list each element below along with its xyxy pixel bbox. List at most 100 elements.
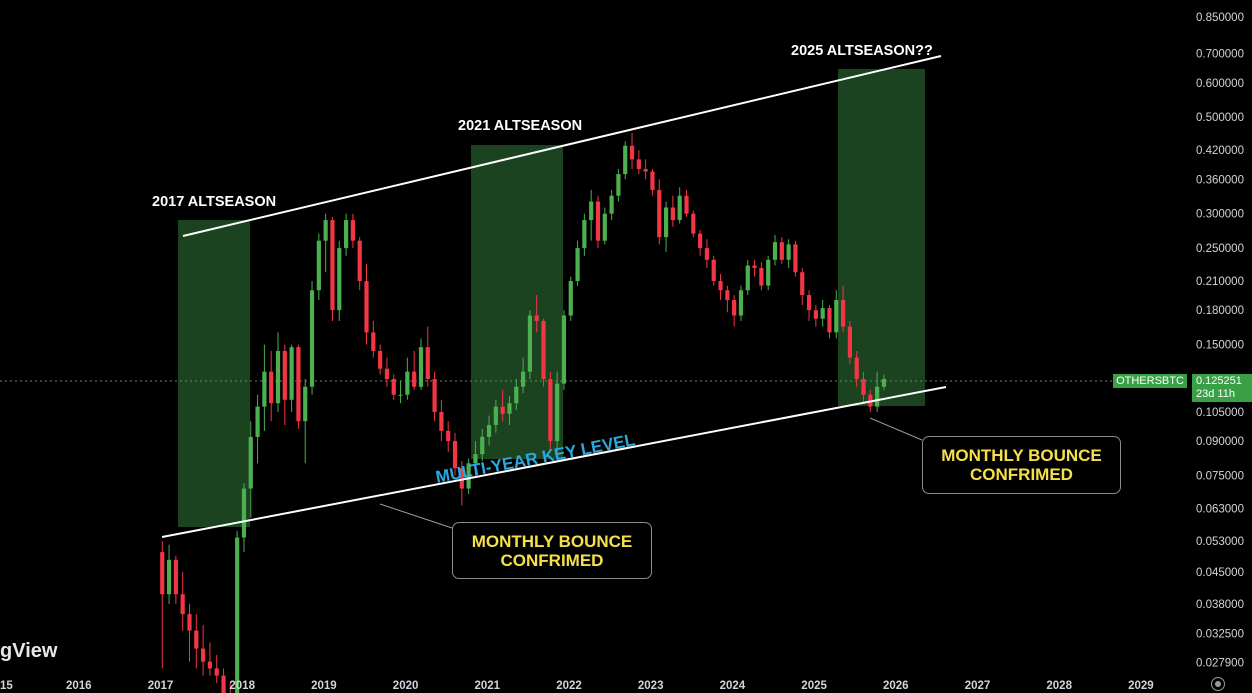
candle-down	[350, 220, 355, 241]
candle-up	[337, 248, 342, 311]
x-tick-label: 2020	[393, 680, 419, 692]
y-tick-label: 0.105000	[1196, 407, 1244, 419]
candle-down	[425, 347, 430, 380]
candle-up	[881, 379, 887, 387]
candle-up	[575, 248, 580, 282]
x-tick-label: 2017	[148, 680, 174, 692]
channel-upper-line	[182, 55, 942, 237]
candle-down	[595, 201, 601, 241]
candle-up	[663, 207, 669, 238]
candle-up	[527, 315, 533, 372]
candle-down	[643, 169, 648, 172]
candle-down	[670, 207, 675, 221]
altseason-zone-2017	[178, 220, 250, 527]
candle-down	[391, 379, 396, 395]
candle-down	[725, 290, 730, 300]
x-tick-label: 15	[0, 680, 13, 692]
candle-down	[806, 295, 812, 311]
y-tick-label: 0.420000	[1196, 145, 1244, 157]
callout-pointer-1	[379, 503, 453, 529]
candle-up	[398, 394, 403, 396]
bounce-callout-2019: MONTHLY BOUNCE CONFRIMED	[452, 522, 652, 579]
bounce-callout-2019-line2: CONFRIMED	[500, 551, 604, 570]
y-tick-label: 0.180000	[1196, 305, 1244, 317]
candle-down	[650, 171, 655, 191]
candle-down	[439, 411, 444, 431]
altseason-2017-label: 2017 ALTSEASON	[152, 194, 276, 210]
candle-down	[201, 648, 206, 662]
candle-up	[303, 386, 308, 422]
candle-down	[657, 190, 662, 238]
candle-down	[384, 368, 390, 380]
y-tick-label: 0.300000	[1196, 209, 1244, 221]
candle-up	[507, 403, 512, 414]
candle-up	[248, 436, 253, 489]
candle-down	[432, 379, 437, 412]
candle-down	[793, 244, 798, 273]
candle-up	[235, 537, 240, 693]
candle-up	[466, 463, 471, 489]
bounce-callout-2019-line1: MONTHLY BOUNCE	[471, 532, 633, 551]
y-tick-label: 0.360000	[1196, 174, 1244, 186]
candle-up	[766, 259, 771, 286]
candle-down	[779, 242, 784, 260]
settings-icon[interactable]	[1211, 677, 1225, 691]
candle-up	[582, 220, 587, 249]
candle-down	[847, 326, 852, 358]
candle-down	[160, 552, 165, 595]
candle-down	[698, 233, 703, 249]
candle-down	[173, 559, 178, 595]
candle-up	[738, 290, 744, 316]
candle-down	[282, 351, 287, 400]
candle-down	[827, 308, 832, 333]
y-tick-label: 0.053000	[1196, 536, 1244, 548]
candle-up	[786, 244, 791, 260]
candle-down	[500, 406, 505, 414]
y-tick-label: 0.600000	[1196, 78, 1244, 90]
candle-up	[241, 488, 247, 538]
y-tick-label: 0.027900	[1196, 657, 1244, 669]
candle-up	[486, 424, 492, 437]
x-tick-label: 2019	[311, 680, 337, 692]
y-tick-label: 0.210000	[1196, 276, 1244, 288]
x-tick-label: 2022	[556, 680, 582, 692]
last-price-value: 0.125251	[1196, 375, 1242, 387]
x-tick-label: 2016	[66, 680, 92, 692]
candle-down	[207, 661, 213, 669]
candle-up	[166, 559, 172, 595]
x-tick-label: 2028	[1046, 680, 1072, 692]
candle-up	[289, 347, 294, 400]
y-tick-label: 0.700000	[1196, 49, 1244, 61]
candle-down	[296, 347, 301, 422]
candle-up	[772, 242, 778, 260]
candle-down	[629, 145, 635, 160]
candle-down	[800, 272, 805, 296]
candle-down	[371, 332, 376, 352]
candle-up	[555, 383, 560, 442]
candle-up	[343, 220, 349, 249]
candle-down	[412, 371, 417, 387]
candle-down	[180, 594, 185, 615]
bounce-callout-2025: MONTHLY BOUNCE CONFRIMED	[922, 436, 1121, 494]
candle-down	[214, 668, 219, 676]
candle-up	[255, 406, 260, 437]
candle-up	[875, 386, 880, 407]
candle-down	[446, 430, 451, 442]
candle-up	[316, 240, 321, 291]
candle-up	[480, 436, 485, 455]
x-tick-label: 2025	[801, 680, 827, 692]
channel-lower-line	[161, 386, 947, 538]
candle-up	[262, 371, 267, 407]
candle-down	[221, 675, 226, 693]
x-tick-label: 2018	[229, 680, 255, 692]
symbol-tag: OTHERSBTC	[1113, 374, 1187, 388]
x-tick-label: 2029	[1128, 680, 1154, 692]
candle-down	[194, 630, 199, 649]
y-tick-label: 0.063000	[1196, 503, 1244, 515]
candle-down	[718, 281, 723, 291]
x-tick-label: 2026	[883, 680, 909, 692]
candle-up	[820, 308, 825, 319]
candle-down	[330, 220, 335, 311]
